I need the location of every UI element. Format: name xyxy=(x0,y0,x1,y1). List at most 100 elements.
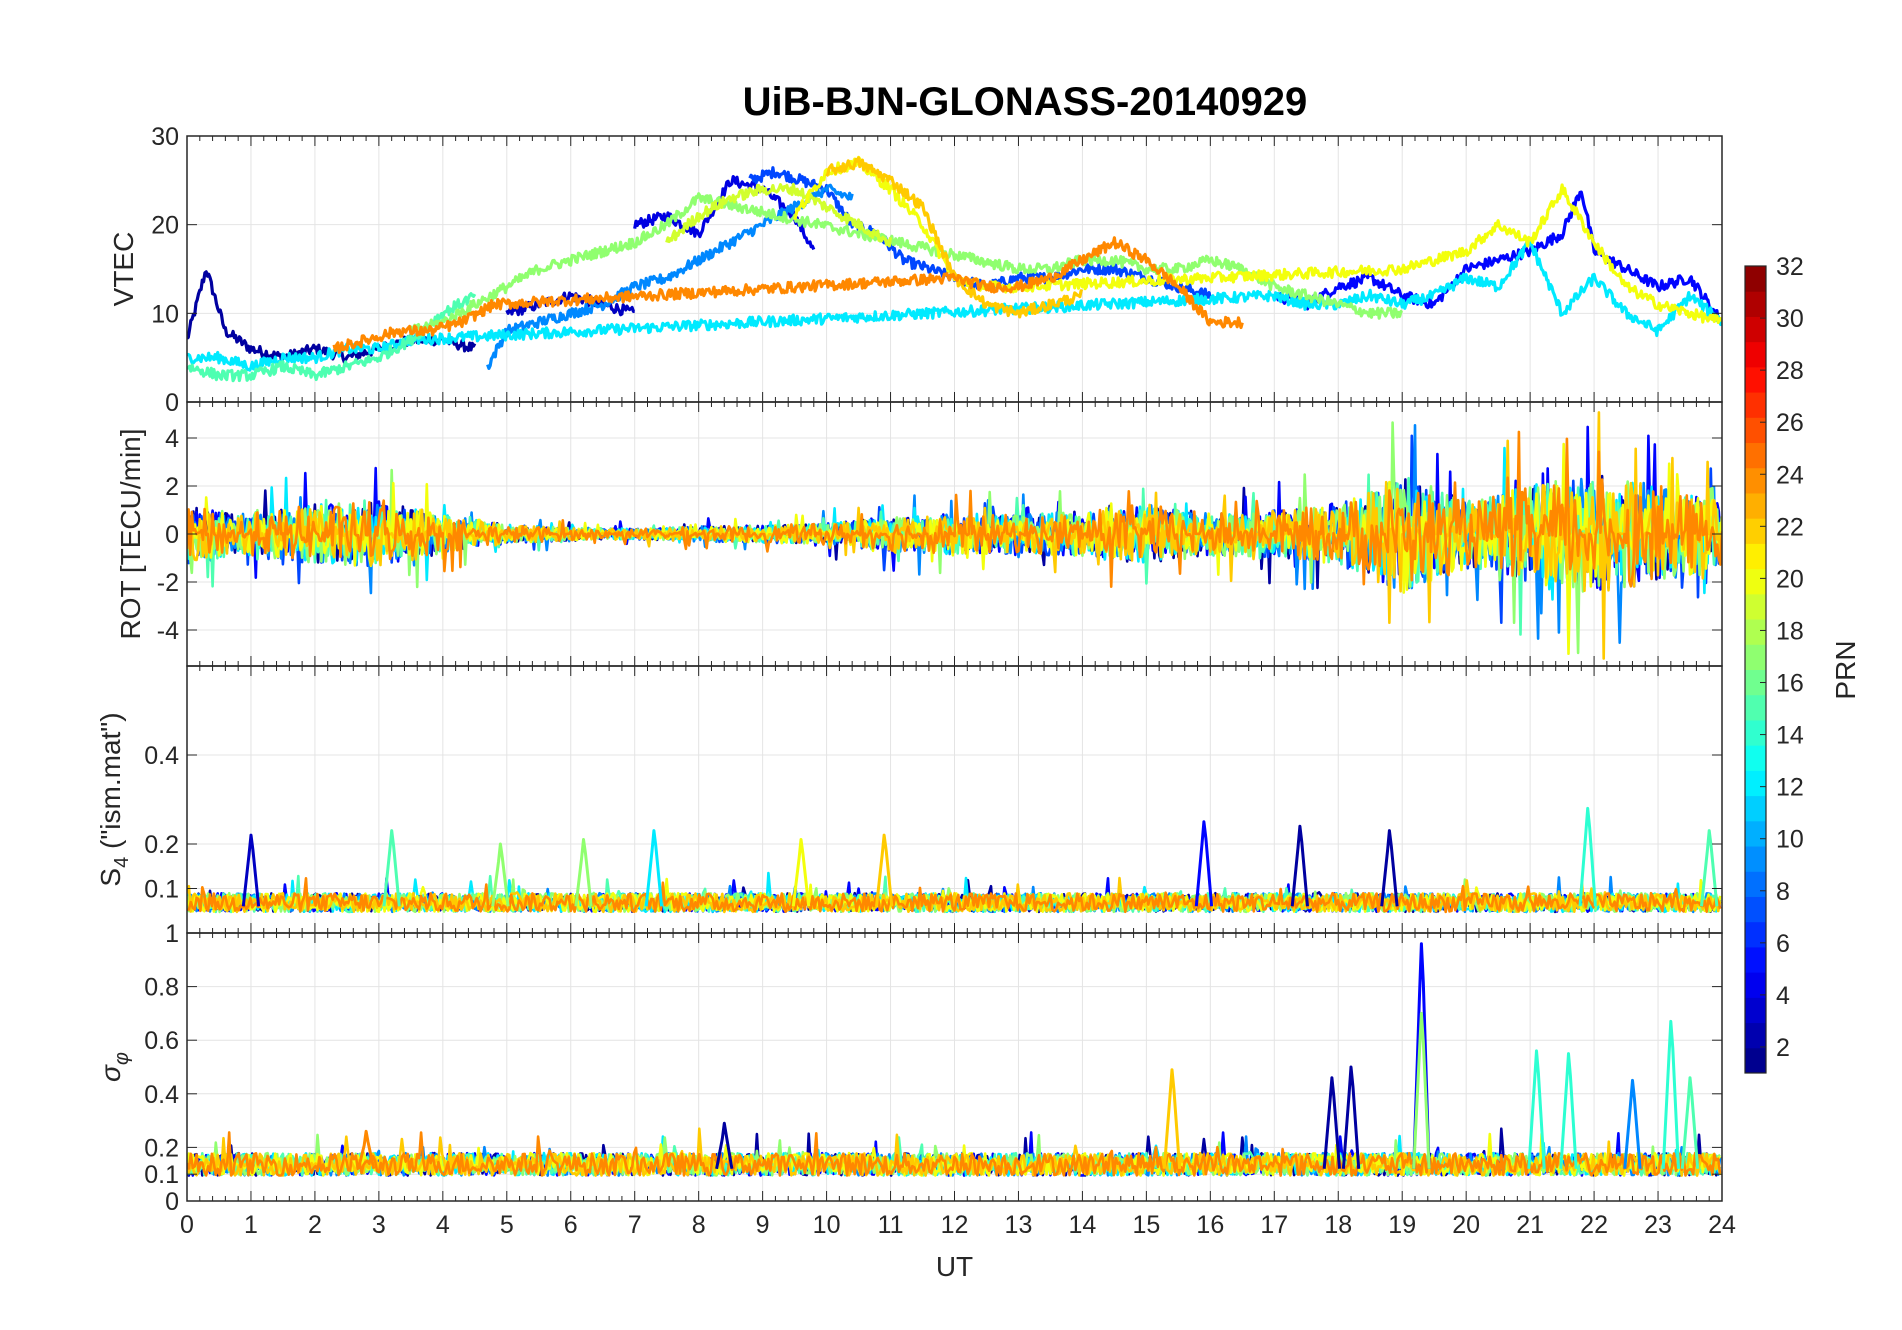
vtec-series-prn-17 xyxy=(409,192,1404,335)
ylabel-vtec: VTEC xyxy=(108,232,139,307)
ytick-label-s4-1: 0.2 xyxy=(144,831,179,859)
ticks-s4 xyxy=(186,666,1723,933)
xtick-label-21: 21 xyxy=(1516,1211,1544,1239)
vtec-series-prn-24 xyxy=(332,236,1244,354)
ytick-label-sigma_phi-1: 0.1 xyxy=(144,1161,179,1189)
xlabel: UT xyxy=(936,1251,973,1282)
xtick-label-6: 6 xyxy=(564,1211,578,1239)
series-vtec xyxy=(187,155,1722,383)
ytick-label-rot-2: 0 xyxy=(165,521,179,549)
s4-peak-6 xyxy=(875,833,894,907)
grid-s4 xyxy=(186,666,1723,933)
sigma_phi-peak-0 xyxy=(715,1121,734,1170)
ticks-rot xyxy=(186,402,1723,666)
ylabel-sub-s4: 4 xyxy=(111,857,133,868)
s4-peak-1 xyxy=(382,829,401,907)
ytick-label-rot-4: 4 xyxy=(165,425,179,453)
ytick-label-rot-3: 2 xyxy=(165,473,179,501)
sigma_phi-peak-3 xyxy=(1341,1065,1361,1169)
vtec-series-prn-19 xyxy=(665,182,893,248)
s4-peak-9 xyxy=(1380,829,1399,907)
sigma_phi-peak-10 xyxy=(1680,1076,1700,1169)
chart-title: UiB-BJN-GLONASS-20140929 xyxy=(743,80,1308,124)
colorbar-tick-label-3: 8 xyxy=(1776,878,1790,906)
ytick-label-rot-1: -2 xyxy=(157,569,179,597)
colorbar-swatch-9 xyxy=(1745,820,1766,847)
xtick-label-0: 0 xyxy=(180,1211,194,1239)
colorbar-swatch-10 xyxy=(1745,795,1766,822)
s4-peak-3 xyxy=(574,838,593,907)
colorbar-swatch-20 xyxy=(1745,543,1766,570)
colorbar-label: PRN xyxy=(1830,640,1861,699)
vtec-series-prn-4 xyxy=(633,175,816,251)
colorbar-swatch-12 xyxy=(1745,745,1766,771)
colorbar-swatch-15 xyxy=(1745,669,1766,696)
xtick-label-19: 19 xyxy=(1388,1211,1416,1239)
colorbar-tick-label-4: 10 xyxy=(1776,826,1804,854)
xtick-label-20: 20 xyxy=(1452,1211,1480,1239)
xtick-label-9: 9 xyxy=(756,1211,770,1239)
colorbar-tick-label-9: 20 xyxy=(1776,565,1804,593)
colorbar-swatch-31 xyxy=(1745,266,1766,292)
s4-peak-7 xyxy=(1194,820,1214,907)
colorbar-swatch-11 xyxy=(1745,770,1766,797)
ylabel-rot: ROT [TECU/min] xyxy=(115,428,146,639)
colorbar-tick-label-6: 14 xyxy=(1776,722,1804,750)
ylabel-sub-sigma_phi: φ xyxy=(111,1052,133,1065)
colorbar-tick-label-1: 4 xyxy=(1776,982,1790,1010)
colorbar-swatch-8 xyxy=(1745,846,1766,872)
sigma_phi-peak-5 xyxy=(1412,1011,1431,1169)
series-rot xyxy=(187,411,1722,660)
colorbar-swatch-14 xyxy=(1745,694,1766,721)
colorbar-swatch-27 xyxy=(1745,366,1766,393)
xtick-label-22: 22 xyxy=(1580,1211,1608,1239)
ytick-label-vtec-3: 30 xyxy=(151,123,179,151)
sigma_phi-peak-6 xyxy=(1527,1049,1546,1169)
colorbar-swatch-22 xyxy=(1745,492,1766,519)
colorbar-frame xyxy=(1744,265,1767,1074)
colorbar-tick-label-5: 12 xyxy=(1776,774,1804,802)
ylabel-rest-s4: ("ism.mat") xyxy=(95,712,126,856)
sigma_phi-peak-11 xyxy=(356,1129,376,1170)
colorbar-tick-label-10: 22 xyxy=(1776,513,1804,541)
vtec-series-prn-20 xyxy=(793,155,1722,325)
vtec-series-prn-5 xyxy=(1272,190,1722,324)
s4-peak-4 xyxy=(644,829,664,907)
xtick-label-10: 10 xyxy=(813,1211,841,1239)
ytick-label-sigma_phi-6: 1 xyxy=(165,920,179,948)
colorbar-tick-label-15: 32 xyxy=(1776,253,1804,281)
colorbar-swatch-5 xyxy=(1745,921,1766,948)
colorbar-tick-label-11: 24 xyxy=(1776,461,1804,489)
ylabel-main-sigma_phi: σ xyxy=(95,1064,126,1082)
ytick-label-vtec-2: 20 xyxy=(151,212,179,240)
s4-series-prn-24 xyxy=(187,876,1722,914)
series-sigma_phi xyxy=(187,942,1722,1177)
s4-peak-8 xyxy=(1290,824,1309,907)
sigma_phi-series-prn-24 xyxy=(187,1131,1722,1177)
sigma_phi-peak-8 xyxy=(1623,1078,1642,1169)
colorbar-swatch-13 xyxy=(1745,719,1766,746)
ytick-label-sigma_phi-4: 0.6 xyxy=(144,1027,179,1055)
colorbar-swatch-23 xyxy=(1745,467,1766,494)
ytick-label-sigma_phi-5: 0.8 xyxy=(144,974,179,1002)
colorbar-swatch-26 xyxy=(1745,392,1766,418)
colorbar-swatch-4 xyxy=(1745,946,1766,973)
vtec-series-prn-2 xyxy=(187,270,477,364)
series-s4 xyxy=(187,806,1722,914)
colorbar-swatch-2 xyxy=(1745,997,1766,1024)
grid-vtec xyxy=(186,135,1723,403)
ticks-sigma_phi xyxy=(186,932,1723,1202)
colorbar-tick-label-8: 18 xyxy=(1776,617,1804,645)
ylabel-main-s4: S xyxy=(95,868,126,887)
colorbar-swatch-24 xyxy=(1745,442,1766,469)
xtick-label-16: 16 xyxy=(1196,1211,1224,1239)
ytick-label-vtec-0: 0 xyxy=(165,389,179,417)
ytick-label-sigma_phi-3: 0.4 xyxy=(144,1081,179,1109)
xtick-label-23: 23 xyxy=(1644,1211,1672,1239)
xtick-label-7: 7 xyxy=(628,1211,642,1239)
colorbar-swatch-1 xyxy=(1745,1022,1766,1049)
